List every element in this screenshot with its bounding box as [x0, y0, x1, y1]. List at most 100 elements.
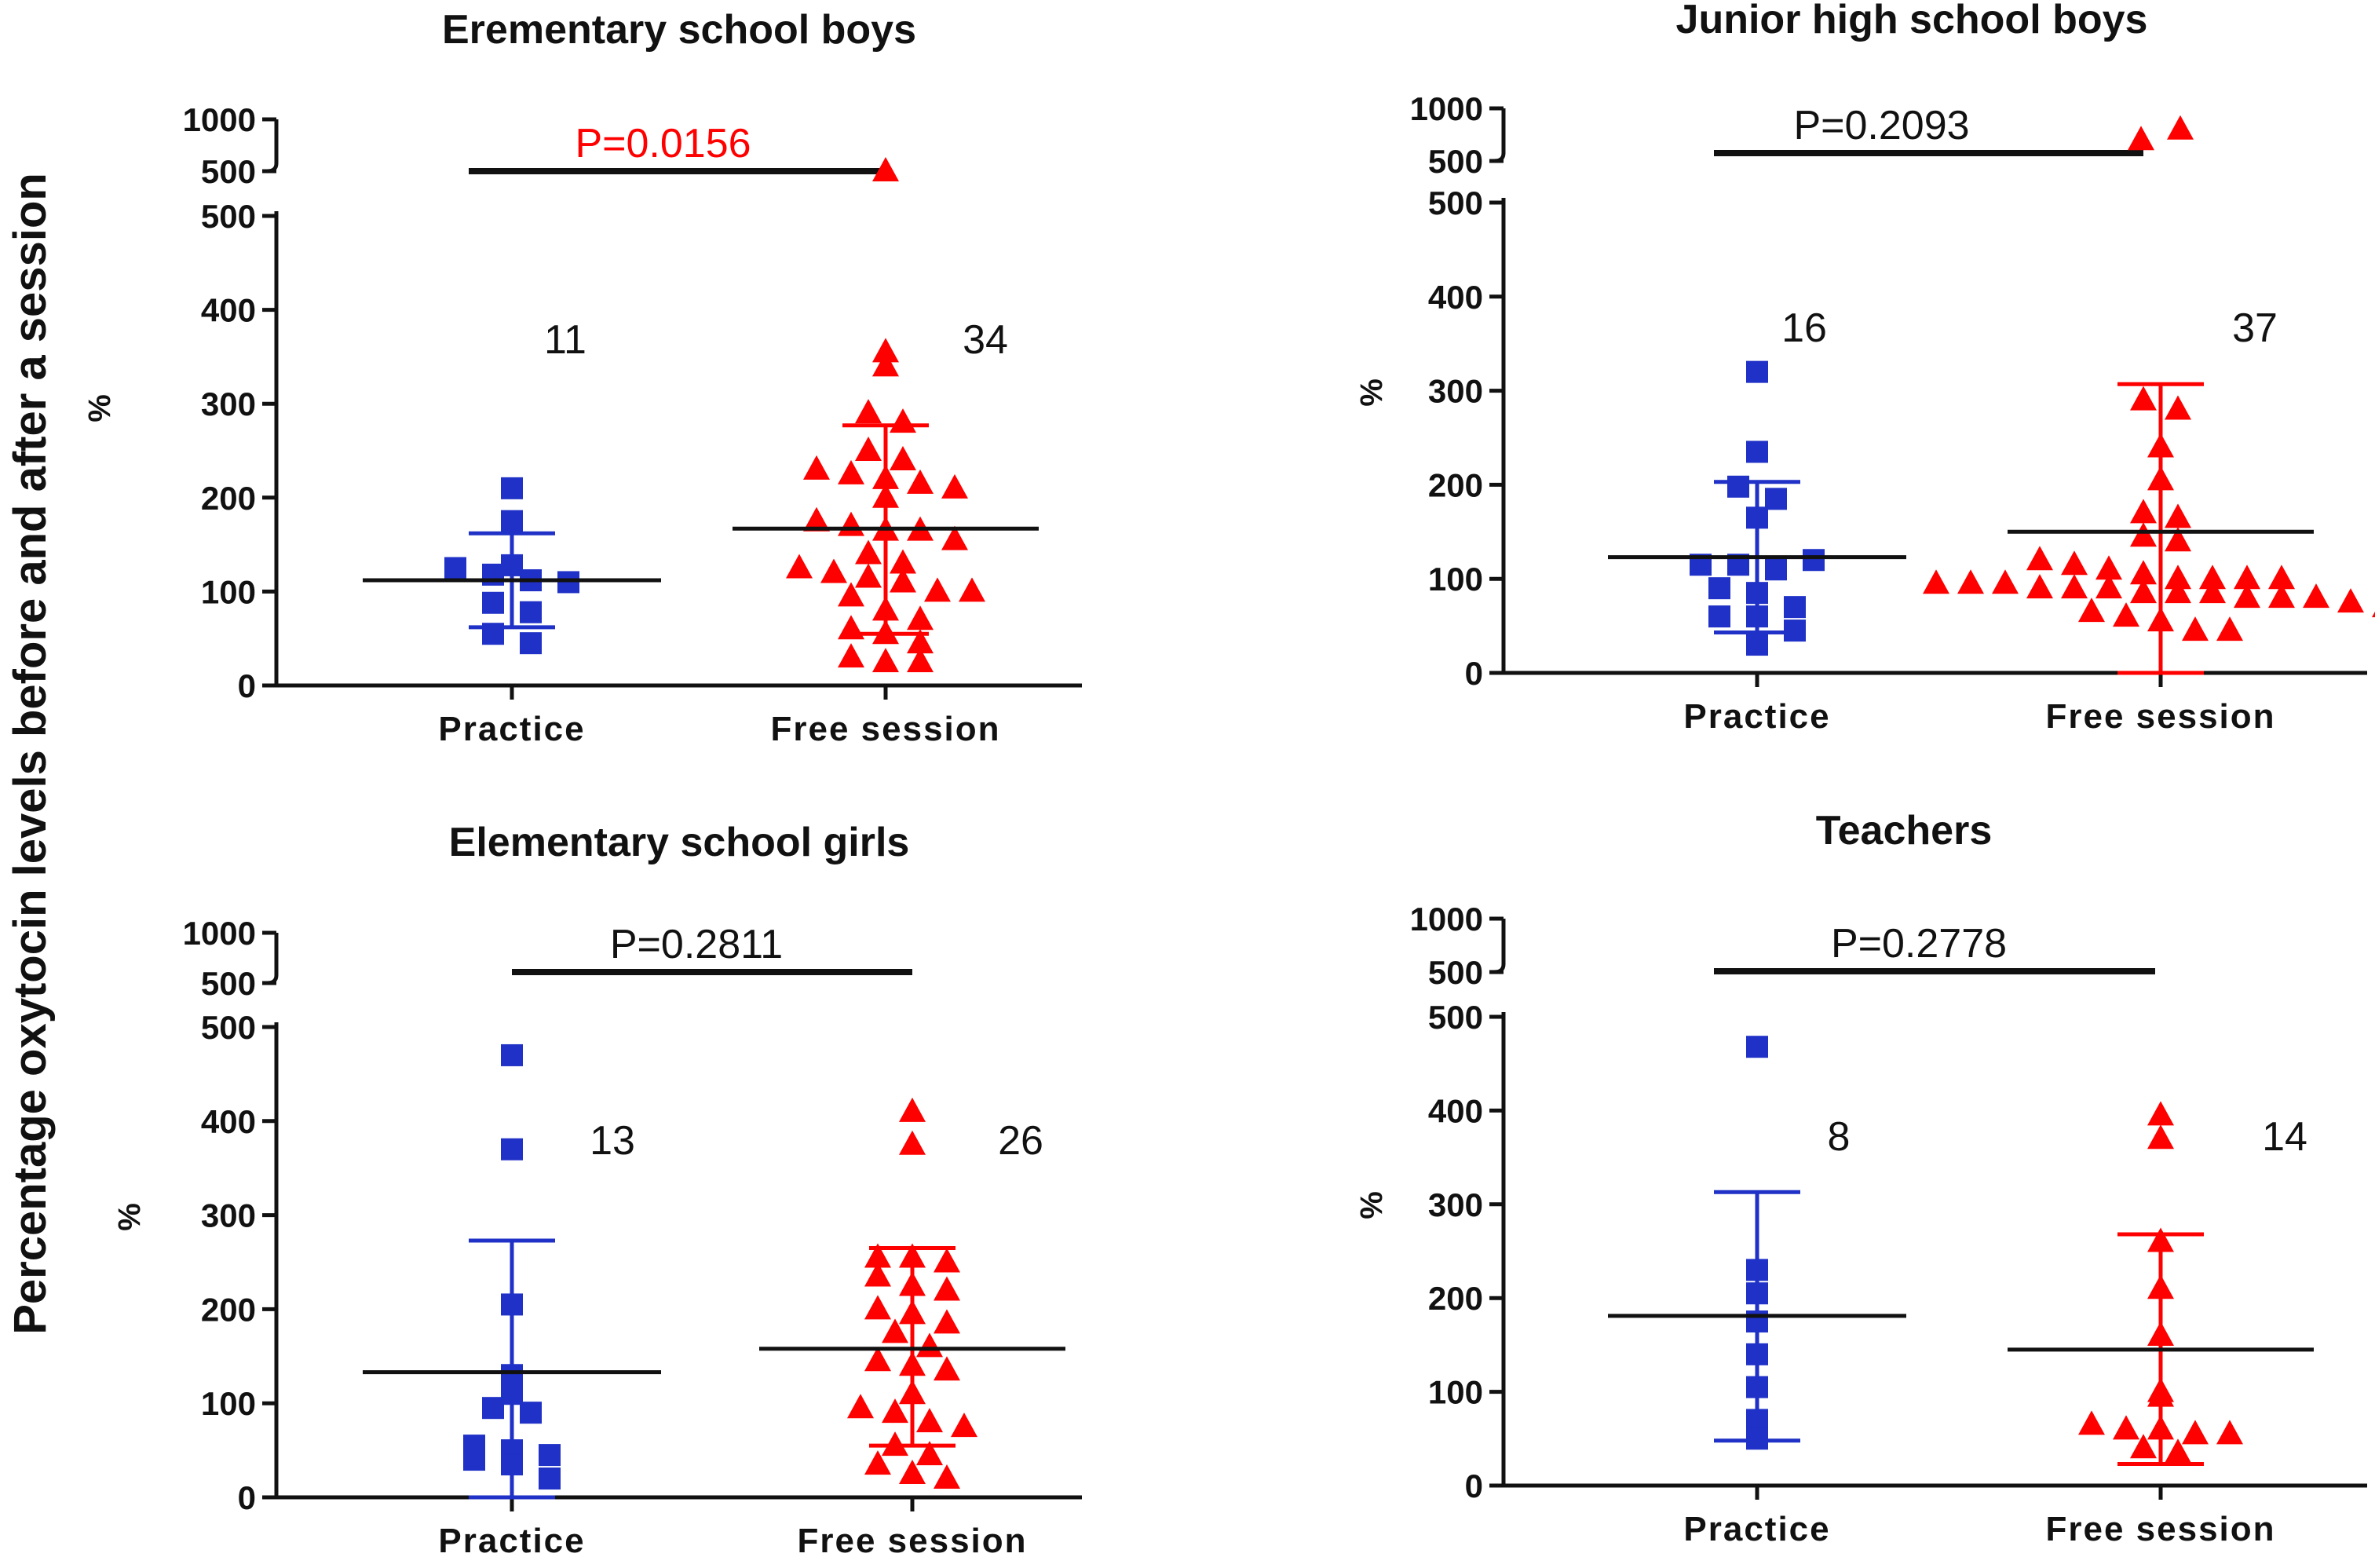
y-tick-label: 0 [1465, 1467, 1483, 1504]
unit-label: % [82, 394, 117, 422]
data-point [899, 1299, 926, 1325]
pvalue-label: P=0.0156 [575, 121, 751, 166]
panel-2: Junior high school boys50040030020010001… [1354, 0, 2375, 736]
y-tick-label: 100 [1428, 1374, 1483, 1411]
data-point [1746, 1310, 1768, 1333]
data-point [838, 643, 864, 668]
data-point [907, 605, 934, 630]
y-tick-label: 200 [201, 480, 256, 517]
data-point [872, 464, 899, 489]
data-point [520, 601, 542, 623]
data-point [501, 1453, 523, 1476]
data-point [2130, 386, 2157, 411]
data-point [1784, 620, 1806, 642]
n-label: 37 [2232, 305, 2278, 351]
data-point [899, 1460, 926, 1485]
data-point [855, 437, 882, 461]
y-tick-label: 300 [201, 1197, 256, 1234]
y-tick-label: 200 [1428, 466, 1483, 503]
data-point [501, 1383, 523, 1405]
y-tick-label: 400 [1428, 279, 1483, 316]
unit-label: % [112, 1203, 147, 1231]
data-point [907, 629, 934, 654]
y-tick-label: 400 [1428, 1092, 1483, 1129]
data-point [882, 1431, 908, 1457]
y-tick-label-upper: 500 [201, 965, 256, 1002]
data-point [444, 557, 466, 579]
data-point [2130, 560, 2157, 585]
data-point [941, 525, 968, 550]
data-point [2113, 1415, 2139, 1440]
data-point [899, 1351, 926, 1376]
x-tick-label: Free session [2045, 697, 2275, 736]
data-point [520, 1402, 542, 1424]
n-label: 11 [544, 317, 586, 363]
y-tick-label: 0 [1465, 655, 1483, 692]
data-point [2130, 522, 2157, 547]
data-point [2113, 602, 2139, 627]
data-point [501, 554, 523, 576]
data-point [872, 338, 899, 363]
data-point [2182, 1420, 2209, 1445]
y-axis-upper [266, 119, 279, 174]
data-point [882, 1398, 908, 1424]
data-point [864, 1295, 891, 1320]
data-point-upper [2167, 115, 2194, 140]
data-point [2061, 550, 2088, 576]
data-point [907, 648, 934, 673]
data-point [882, 1318, 908, 1343]
panel-3: Elementary school girls50040030020010001… [112, 820, 1082, 1560]
data-point [1992, 569, 2019, 594]
data-point [803, 455, 830, 480]
data-point [463, 1449, 485, 1471]
panel-title: Elementary school girls [449, 820, 910, 865]
data-point [1765, 488, 1787, 510]
data-point [786, 554, 813, 579]
y-tick-label: 300 [201, 386, 256, 422]
data-point [1708, 605, 1730, 628]
y-tick-label-upper: 1000 [1410, 901, 1483, 938]
data-point [2216, 1420, 2243, 1445]
data-point [1746, 1427, 1768, 1450]
data-point [501, 1293, 523, 1316]
data-point [855, 539, 882, 565]
data-point [2147, 1382, 2174, 1407]
data-point [1746, 605, 1768, 628]
y-axis-title: Percentage oxytocin levels before and af… [5, 173, 56, 1335]
data-point [2165, 395, 2191, 420]
n-label: 14 [2262, 1114, 2307, 1160]
data-point [2199, 565, 2226, 590]
data-point [916, 1408, 943, 1433]
data-point [2095, 555, 2122, 580]
pvalue-label: P=0.2093 [1793, 103, 1969, 148]
data-point [872, 596, 899, 621]
data-point [2147, 607, 2174, 632]
data-point [2130, 579, 2157, 604]
data-point [924, 577, 951, 602]
data-point [872, 483, 899, 508]
data-point [501, 510, 523, 532]
y-tick-label-upper: 500 [1428, 143, 1483, 180]
x-tick-label: Free session [797, 1522, 1027, 1560]
n-label: 8 [1828, 1114, 1851, 1160]
data-point [899, 1271, 926, 1296]
data-point [934, 1276, 960, 1301]
data-point [864, 1347, 891, 1372]
panel-title: Junior high school boys [1676, 0, 2148, 42]
data-point [501, 1364, 523, 1387]
unit-label: % [1354, 1191, 1389, 1219]
data-point [2165, 527, 2191, 552]
y-tick-label-upper: 500 [1428, 954, 1483, 991]
data-point-upper [2128, 126, 2154, 151]
data-point [1803, 549, 1825, 572]
data-point [899, 1243, 926, 1268]
data-point [2078, 1410, 2105, 1435]
data-point [890, 549, 916, 574]
n-label: 26 [998, 1118, 1043, 1164]
group-free-session [1923, 115, 2375, 675]
data-point [2199, 579, 2226, 604]
data-point [520, 632, 542, 655]
data-point [501, 477, 523, 499]
data-point [941, 473, 968, 499]
